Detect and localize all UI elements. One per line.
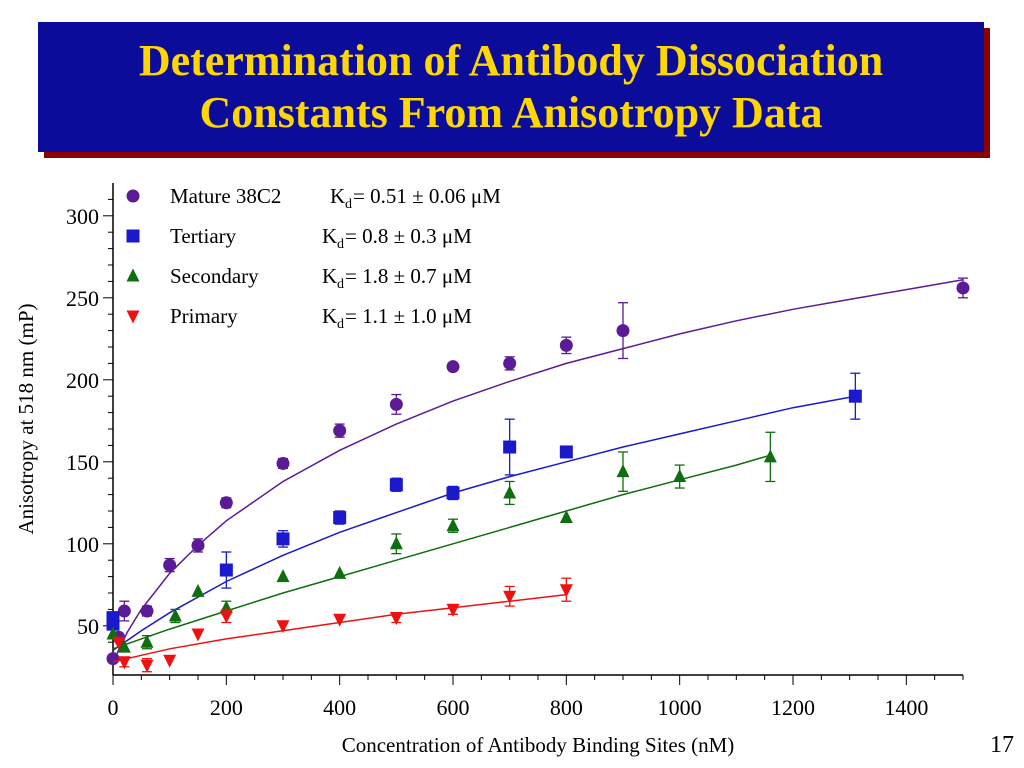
data-point (446, 360, 460, 374)
data-point (106, 611, 120, 625)
data-point (559, 584, 573, 598)
data-point (191, 583, 205, 597)
legend-kd-subscript: d (337, 317, 344, 332)
data-point (219, 610, 233, 624)
data-point (112, 636, 126, 650)
y-tick-label: 300 (66, 204, 99, 229)
legend-kd-symbol: K (322, 304, 337, 328)
fit-curve (112, 593, 567, 663)
data-point (219, 496, 233, 510)
data-point (333, 511, 347, 525)
x-tick-label: 1200 (771, 695, 815, 720)
legend-name: Primary (170, 304, 238, 328)
data-point (276, 456, 290, 470)
data-point (219, 563, 233, 577)
legend-name: Mature 38C2 (170, 184, 281, 208)
legend-kd-value: = 1.1 ± 1.0 μM (345, 304, 472, 328)
data-point (140, 634, 154, 648)
data-point (117, 639, 131, 653)
data-point (333, 565, 347, 579)
data-point (276, 569, 290, 583)
x-tick-label: 400 (323, 695, 356, 720)
legend-kd-symbol: K (322, 264, 337, 288)
data-point (140, 659, 154, 673)
data-point (191, 628, 205, 642)
legend-kd-value: = 0.8 ± 0.3 μM (345, 224, 472, 248)
data-point (956, 281, 970, 295)
legend-marker (126, 268, 140, 282)
legend-kd-symbol: K (330, 184, 345, 208)
data-point (191, 538, 205, 552)
legend-marker (126, 310, 140, 324)
legend-kd-subscript: d (345, 197, 352, 212)
data-point (446, 518, 460, 532)
data-point (140, 604, 154, 618)
legend-name: Secondary (170, 264, 259, 288)
x-tick-label: 1000 (658, 695, 702, 720)
data-point (389, 536, 403, 550)
fit-curve (112, 279, 964, 663)
data-point (503, 356, 517, 370)
data-point (276, 620, 290, 634)
legend-kd-subscript: d (337, 277, 344, 292)
legend-marker (126, 189, 140, 203)
data-point (389, 478, 403, 492)
data-point (503, 485, 517, 499)
data-point (333, 424, 347, 438)
x-axis-label: Concentration of Antibody Binding Sites … (342, 733, 735, 757)
data-point (763, 449, 777, 463)
data-point (673, 469, 687, 483)
data-point (616, 324, 630, 338)
data-point (276, 532, 290, 546)
series-primary (112, 577, 573, 673)
y-axis-label: Anisotropy at 518 nm (mP) (14, 304, 38, 535)
legend-kd-subscript: d (337, 237, 344, 252)
data-point (389, 612, 403, 626)
page-number: 17 (990, 732, 1014, 758)
legend-kd-symbol: K (322, 224, 337, 248)
x-tick-label: 200 (210, 695, 243, 720)
y-tick-label: 50 (77, 614, 99, 639)
data-point (616, 464, 630, 478)
data-point (446, 486, 460, 500)
data-point (559, 510, 573, 524)
y-tick-label: 100 (66, 532, 99, 557)
data-point (503, 590, 517, 604)
y-tick-label: 250 (66, 286, 99, 311)
fit-curve (112, 454, 771, 650)
x-tick-label: 800 (550, 695, 583, 720)
data-point (446, 603, 460, 617)
data-point (117, 604, 131, 618)
data-point (106, 626, 120, 640)
title-line-1: Determination of Antibody Dissociation (138, 36, 884, 85)
data-point (559, 445, 573, 459)
series-mature-38c2 (106, 277, 970, 666)
series-secondary (106, 431, 777, 653)
x-tick-label: 0 (108, 695, 119, 720)
slide-title: Determination of Antibody Dissociation C… (38, 22, 984, 152)
legend-kd-value: = 1.8 ± 0.7 μM (345, 264, 472, 288)
legend-kd-value: = 0.51 ± 0.06 μM (353, 184, 501, 208)
series-tertiary (106, 372, 862, 652)
data-point (163, 654, 177, 668)
data-point (389, 397, 403, 411)
data-point (559, 338, 573, 352)
legend-marker (126, 229, 140, 243)
data-point (848, 389, 862, 403)
y-tick-label: 150 (66, 450, 99, 475)
data-point (163, 558, 177, 572)
data-point (106, 652, 120, 666)
data-point (333, 613, 347, 627)
x-tick-label: 600 (437, 695, 470, 720)
x-tick-label: 1400 (884, 695, 928, 720)
data-point (117, 656, 131, 670)
title-line-2: Constants From Anisotropy Data (199, 88, 823, 137)
data-point (503, 440, 517, 454)
legend-name: Tertiary (170, 224, 237, 248)
y-tick-label: 200 (66, 368, 99, 393)
data-point (168, 608, 182, 622)
